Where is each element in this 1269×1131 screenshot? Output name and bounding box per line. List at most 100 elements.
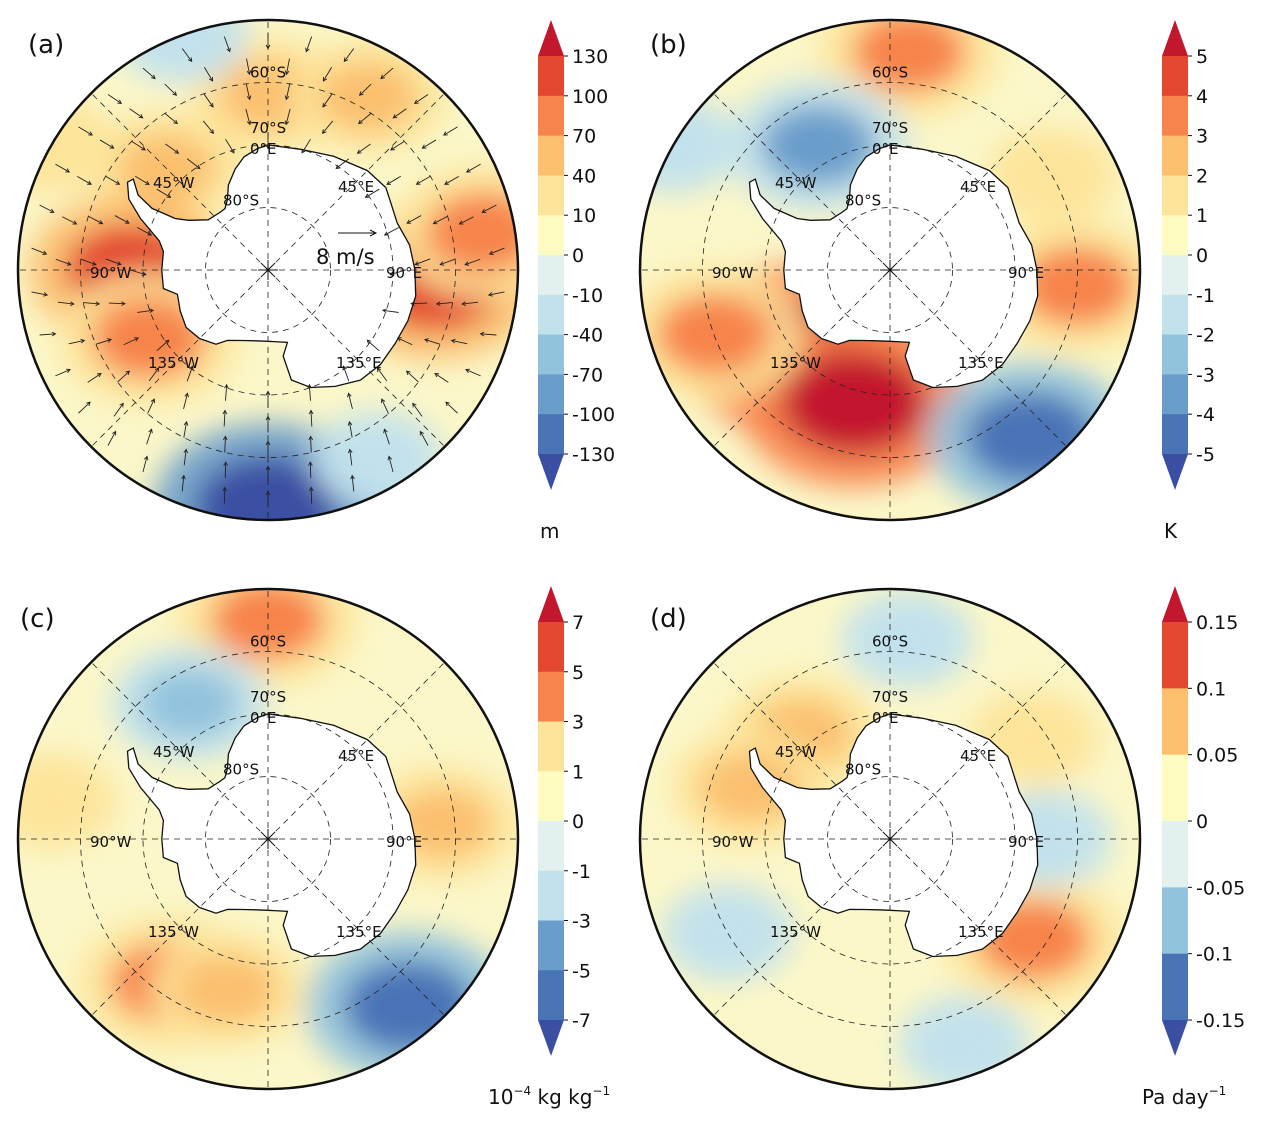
colorbar-tick-label: -4 — [1196, 404, 1215, 426]
colorbar-bin — [1162, 334, 1188, 375]
map-label-lon-45w: 45°W — [153, 743, 195, 761]
anomaly-core — [318, 61, 418, 132]
colorbar-tick-label: -1 — [572, 861, 591, 883]
colorbar-bin — [538, 135, 564, 176]
map-label-lon-90w: 90°W — [712, 264, 754, 282]
colorbar-tick-label: 10 — [572, 205, 596, 227]
map-label-lat-70: 70°S — [250, 119, 286, 137]
colorbar-tick-label: -10 — [572, 285, 603, 307]
map-label-lon-45e: 45°E — [338, 178, 374, 196]
colorbar-bin — [538, 721, 564, 772]
colorbar-min-extend — [1162, 1020, 1188, 1056]
map-label-lon-90e: 90°E — [1008, 264, 1044, 282]
colorbar-unit: Pa day−1 — [1142, 1084, 1226, 1109]
map-label-lon-45e: 45°E — [960, 747, 996, 765]
colorbar-unit: 10−4 kg kg−1 — [488, 1084, 610, 1109]
anomaly-core — [18, 771, 95, 831]
map-label-lon-0: 0°E — [250, 709, 277, 727]
colorbar-bin — [538, 95, 564, 137]
colorbar-bin — [538, 255, 564, 296]
colorbar-tick-label: -3 — [1196, 364, 1215, 386]
colorbar-tick-label: -1 — [1196, 285, 1215, 307]
anomaly-core — [91, 298, 206, 379]
map-label-lon-90w: 90°W — [90, 833, 132, 851]
anomaly-core — [140, 668, 240, 739]
anomaly-core — [923, 1015, 1007, 1074]
colorbar-bin — [1162, 56, 1188, 97]
map-label-lon-135e: 135°E — [336, 354, 382, 372]
colorbar-tick-label: -130 — [572, 444, 615, 466]
map-label-lon-0: 0°E — [250, 140, 277, 158]
graticule — [640, 20, 1140, 520]
colorbar-min-extend — [1162, 454, 1188, 490]
colorbar-tick-label: -3 — [572, 911, 591, 933]
colorbar-tick-label: 0.1 — [1196, 678, 1226, 700]
map-label-lon-90w: 90°W — [90, 264, 132, 282]
map-label-lat-80: 80°S — [845, 192, 881, 210]
colorbar-max-extend — [1162, 586, 1188, 622]
colorbar-bin — [538, 215, 564, 256]
panel-label: (b) — [650, 30, 687, 60]
polar-map-a: 8 m/s 60°S 70°S 80°S 0°E 45°E 90°E 135°E 45°W 90°… — [16, 18, 615, 543]
map-label-lon-135w: 135°W — [770, 923, 821, 941]
south-pole-marker — [258, 260, 278, 280]
colorbar-tick-label: 5 — [1196, 46, 1208, 68]
south-pole-marker — [258, 829, 278, 849]
map-label-lon-90e: 90°E — [386, 264, 422, 282]
colorbar-tick-label: 0 — [1196, 811, 1208, 833]
anomaly-core — [178, 955, 277, 1025]
colorbar-bin — [1162, 754, 1188, 822]
colorbar-bin — [1162, 175, 1188, 216]
colorbar-bin — [538, 334, 564, 375]
vector-reference-label: 8 m/s — [316, 245, 375, 269]
map-label-lat-80: 80°S — [223, 761, 259, 779]
colorbar-bin — [1162, 294, 1188, 336]
map-label-lon-45w: 45°W — [775, 743, 817, 761]
colorbar-bin — [538, 771, 564, 822]
anomaly-core — [782, 351, 927, 454]
colorbar-bin — [538, 414, 564, 455]
panel-c: (c) 60°S 70°S 80°S 0°E 45°E 90°E 135°E 45°W 90°W… — [0, 566, 634, 1131]
colorbar-bin — [538, 920, 564, 971]
colorbar-tick-label: 70 — [572, 126, 596, 148]
colorbar-bin — [538, 622, 564, 673]
colorbar-bin — [1162, 374, 1188, 415]
map-label-lat-60: 60°S — [872, 64, 908, 82]
map-label-lat-60: 60°S — [250, 633, 286, 651]
colorbar-bin — [538, 671, 564, 722]
colorbar-tick-label: 3 — [1196, 126, 1208, 148]
panel-label: (d) — [650, 604, 687, 634]
colorbar-bin — [538, 175, 564, 216]
colorbar-tick-label: 0.05 — [1196, 745, 1238, 767]
map-label-lat-70: 70°S — [250, 688, 286, 706]
anomaly-core — [211, 589, 325, 661]
map-label-lat-80: 80°S — [223, 192, 259, 210]
anomaly-core — [426, 191, 518, 273]
colorbar-bin — [1162, 414, 1188, 455]
map-label-lon-135w: 135°W — [770, 354, 821, 372]
colorbar-bin — [1162, 215, 1188, 256]
map-label-lon-0: 0°E — [872, 709, 899, 727]
colorbar-tick-label: 1 — [1196, 205, 1208, 227]
panel-label: (a) — [28, 30, 65, 60]
map-label-lon-45w: 45°W — [775, 174, 817, 192]
colorbar-tick-label: 3 — [572, 712, 584, 734]
colorbar-tick-label: -0.05 — [1196, 877, 1245, 899]
map-label-lon-90e: 90°E — [1008, 833, 1044, 851]
colorbar-tick-label: -70 — [572, 364, 603, 386]
map-label-lat-70: 70°S — [872, 119, 908, 137]
colorbar-bin — [538, 821, 564, 872]
colorbar-tick-label: -100 — [572, 404, 615, 426]
map-label-lon-0: 0°E — [872, 140, 899, 158]
map-label-lat-70: 70°S — [872, 688, 908, 706]
colorbar-bin — [1162, 887, 1188, 955]
anomaly-core — [865, 610, 950, 670]
colorbar-tick-label: -40 — [572, 325, 603, 347]
colorbar-tick-label: 1 — [572, 761, 584, 783]
anomaly-core — [335, 430, 420, 489]
anomaly-core — [699, 752, 799, 823]
panel-label: (c) — [20, 604, 55, 634]
colorbar-tick-label: -0.15 — [1196, 1010, 1245, 1032]
panel-b: (b) 60°S 70°S 80°S 0°E 45°E 90°E 135°E 45°W 90°W… — [634, 0, 1268, 565]
map-label-lat-80: 80°S — [845, 761, 881, 779]
